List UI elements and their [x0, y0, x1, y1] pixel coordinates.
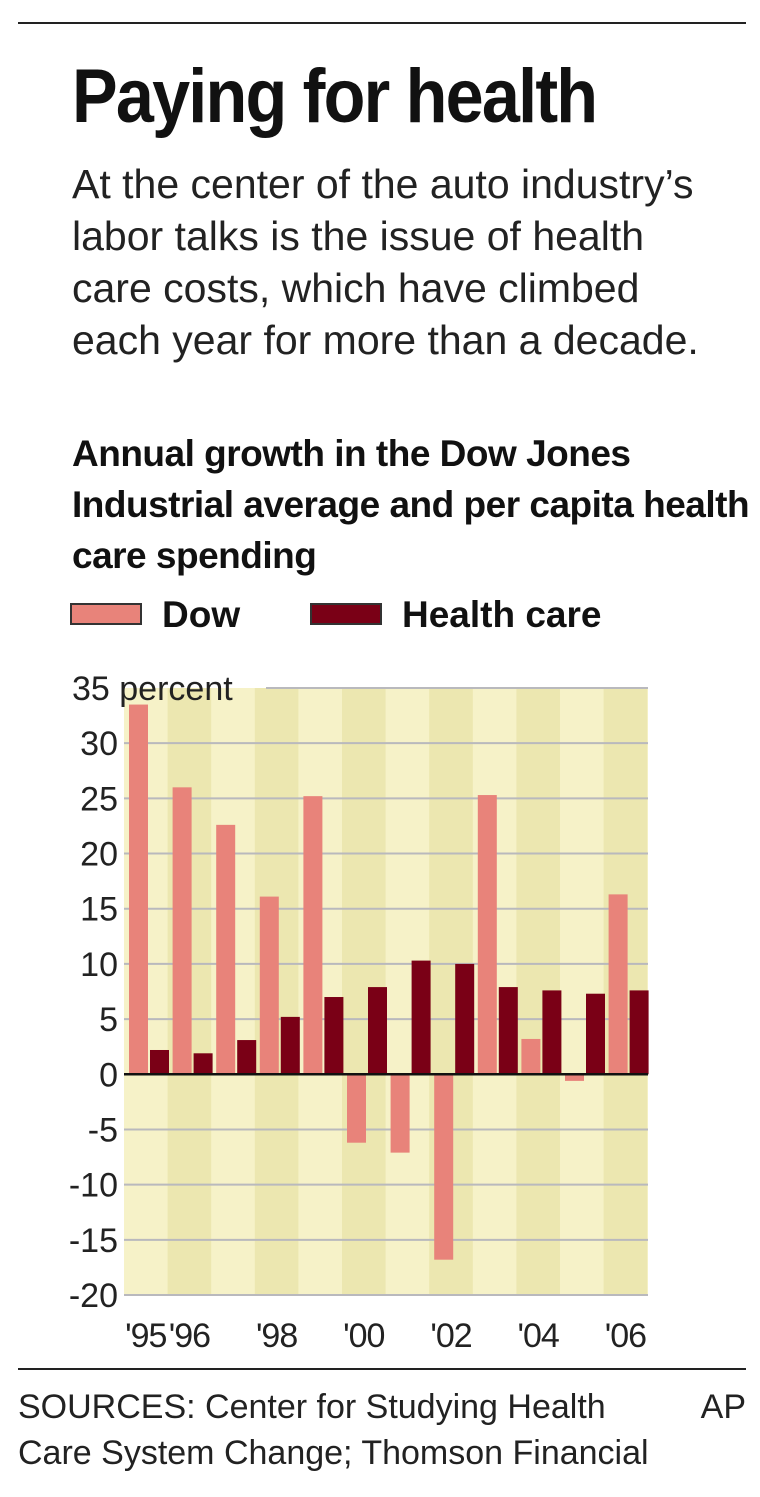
- x-tick-label: '98: [256, 1317, 297, 1355]
- x-tick-label: '04: [518, 1317, 559, 1355]
- legend-swatch-health-care: [310, 603, 382, 625]
- y-tick-label: 10: [80, 946, 118, 984]
- bar-dow: [303, 796, 323, 1075]
- x-tick-label: '02: [430, 1317, 471, 1355]
- y-tick-label: -5: [88, 1111, 118, 1149]
- credit-label: AP: [700, 1388, 746, 1426]
- top-rule: [18, 22, 746, 24]
- chart-title: Annual growth in the Dow Jones Industria…: [72, 433, 750, 576]
- intro-text: At the center of the auto industry’s lab…: [72, 161, 699, 363]
- bar-health-care: [542, 990, 562, 1075]
- bar-health-care: [586, 993, 605, 1075]
- bar-dow: [608, 894, 628, 1075]
- bar-dow: [347, 1074, 366, 1143]
- y-tick-label: 15: [80, 891, 118, 929]
- y-tick-label: -20: [69, 1277, 118, 1315]
- bar-health-care: [498, 987, 518, 1075]
- bar-dow: [477, 795, 497, 1075]
- bar-dow: [390, 1074, 410, 1153]
- x-tick-label: '00: [343, 1317, 384, 1355]
- bar-dow: [172, 787, 192, 1075]
- bar-dow: [434, 1074, 454, 1260]
- bar-dow: [129, 704, 148, 1075]
- bar-health-care: [411, 960, 431, 1075]
- bar-dow: [521, 1038, 541, 1075]
- bar-health-care: [368, 987, 387, 1075]
- legend-label-dow: Dow: [162, 594, 241, 635]
- bar-health-care: [150, 1049, 169, 1075]
- x-tick-label: '06: [605, 1317, 646, 1355]
- x-tick-label: '95: [125, 1317, 166, 1355]
- headline: Paying for health: [72, 54, 598, 139]
- legend-label-health-care: Health care: [402, 594, 602, 635]
- x-tick-label: '96: [169, 1317, 210, 1355]
- bottom-rule: [18, 1368, 746, 1370]
- y-tick-label: 0: [99, 1056, 118, 1094]
- source-note: SOURCES: Center for Studying Health Care…: [18, 1388, 649, 1472]
- y-tick-label: 20: [80, 836, 118, 874]
- bar-health-care: [455, 963, 475, 1075]
- bar-health-care: [324, 997, 344, 1075]
- y-tick-label: 25: [80, 780, 118, 818]
- bar-health-care: [629, 990, 649, 1075]
- bar-health-care: [237, 1040, 257, 1075]
- bar-health-care: [193, 1053, 213, 1075]
- bar-dow: [259, 896, 279, 1075]
- bar-health-care: [280, 1016, 300, 1075]
- y-tick-label: -15: [69, 1222, 118, 1260]
- y-tick-label: 30: [80, 725, 118, 763]
- y-tick-label: -10: [69, 1167, 118, 1205]
- bar-dow: [216, 824, 236, 1075]
- legend-swatch-dow: [70, 603, 142, 625]
- y-tick-label: 5: [99, 1001, 118, 1039]
- bar-dow: [565, 1074, 584, 1081]
- y-tick-label: 35 percent: [72, 670, 233, 708]
- bar-chart: 35 percent 30 25 20 15 10 5 0 -5 -10 -15 -20'95'96 '…: [69, 670, 649, 1355]
